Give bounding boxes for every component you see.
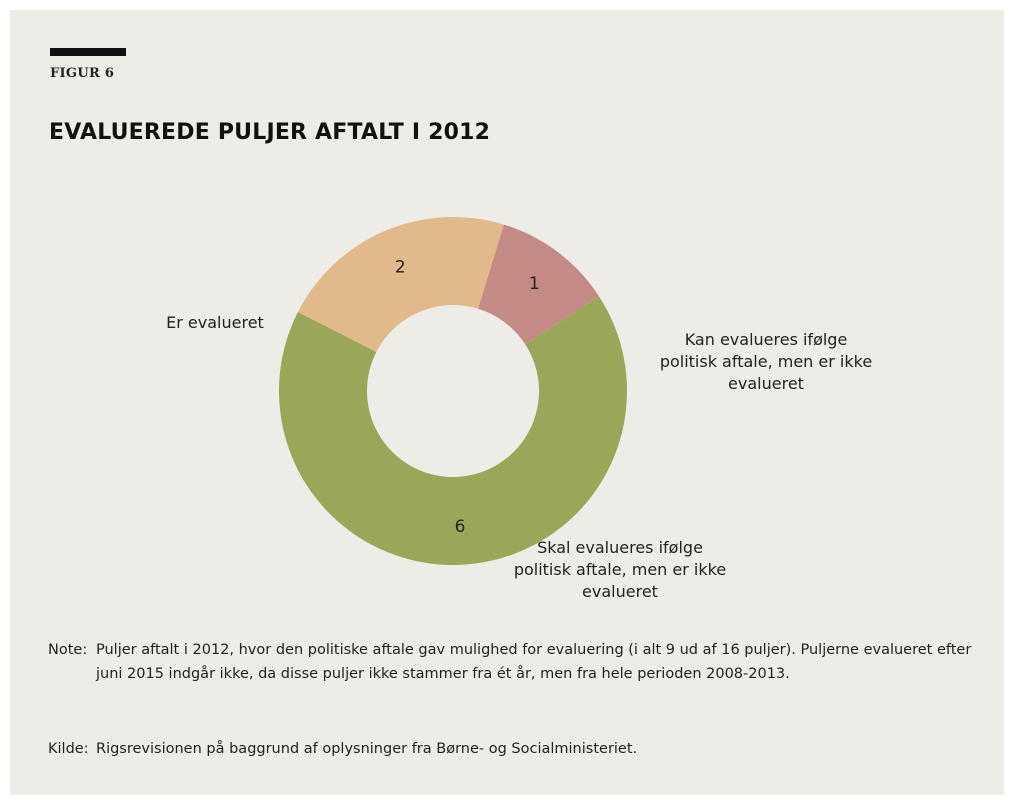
- donut-chart: 6 2 1 Er evalueret Kan evalueres ifølge poli…: [166, 217, 872, 601]
- note-text: Puljer aftalt i 2012, hvor den politiske…: [96, 642, 972, 682]
- category-label-2: Kan evalueres ifølge politisk aftale, men…: [660, 330, 872, 393]
- source-text: Rigsrevisionen på baggrund af oplysninge…: [96, 741, 638, 757]
- chart-note: Note: Puljer aftalt i 2012, hvor den pol…: [48, 638, 998, 686]
- donut-slice-1: [278, 296, 627, 566]
- note-key: Note:: [48, 642, 88, 658]
- figure-label: FIGUR 6: [50, 66, 115, 81]
- donut-slice-2: [297, 217, 504, 352]
- value-labels: 6 2 1: [395, 258, 540, 537]
- chart-source: Kilde: Rigsrevisionen på baggrund af opl…: [48, 737, 998, 761]
- category-label-3: Skal evalueres ifølge politisk aftale, me…: [514, 538, 726, 601]
- figure-marker-bar: [50, 48, 126, 56]
- category-label-1: Er evalueret: [166, 313, 264, 332]
- donut-slice-3: [478, 224, 599, 345]
- figure-panel: FIGUR 6 EVALUEREDE PULJER AFTALT I 2012 …: [10, 10, 1004, 795]
- value-label-3: 1: [529, 274, 540, 294]
- donut-slices: [278, 217, 627, 566]
- value-label-2: 2: [395, 258, 406, 278]
- category-labels: Er evalueret Kan evalueres ifølge politisk…: [166, 313, 872, 601]
- source-key: Kilde:: [48, 741, 89, 757]
- value-label-1: 6: [455, 517, 466, 537]
- chart-title: EVALUEREDE PULJER AFTALT I 2012: [49, 120, 491, 145]
